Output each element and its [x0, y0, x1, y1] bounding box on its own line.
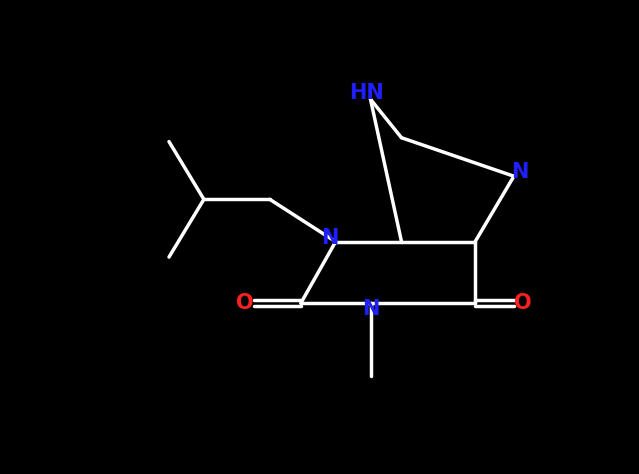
- Text: N: N: [511, 163, 528, 182]
- Text: O: O: [514, 293, 532, 313]
- Text: O: O: [236, 293, 254, 313]
- Text: N: N: [362, 300, 379, 319]
- Text: HN: HN: [350, 83, 384, 103]
- Text: N: N: [321, 228, 338, 248]
